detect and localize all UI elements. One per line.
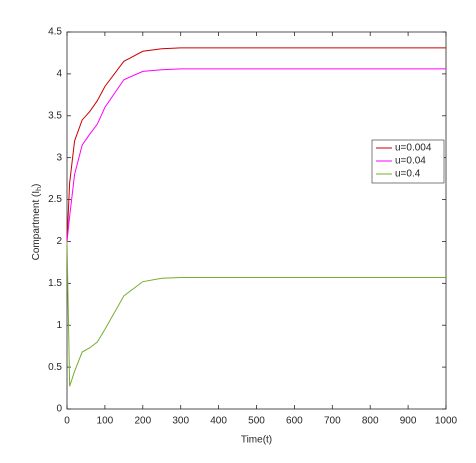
data-line (66, 241, 446, 387)
legend-label: u=0.004 (395, 143, 432, 154)
x-tick-label: 900 (400, 416, 417, 427)
legend-label: u=0.04 (395, 156, 426, 167)
y-tick-label: 2.5 (48, 194, 62, 205)
x-tick-label: 1000 (435, 416, 458, 427)
y-tick-label: 0.5 (48, 362, 62, 373)
y-tick-label: 4.5 (48, 27, 62, 38)
axes-box (66, 31, 447, 410)
x-tick-label: 400 (210, 416, 227, 427)
y-tick-label: 3 (56, 152, 62, 163)
x-axis-label: Time(t) (241, 435, 272, 446)
x-tick-label: 300 (172, 416, 189, 427)
y-axis-label-main: Compartment (I (31, 191, 42, 260)
x-tick-label: 0 (64, 416, 70, 427)
y-axis-label-sub: h (36, 187, 43, 191)
x-tick-label: 500 (248, 416, 265, 427)
y-tick-label: 0 (56, 404, 62, 415)
y-tick-label: 1 (56, 320, 62, 331)
data-line (66, 47, 446, 242)
y-tick-label: 2 (56, 236, 62, 247)
y-tick-label: 4 (56, 69, 62, 80)
legend-label: u=0.4 (395, 169, 421, 180)
x-tick-label: 600 (286, 416, 303, 427)
y-axis-label: Compartment (Ih) (31, 184, 43, 261)
data-line (66, 68, 446, 242)
y-tick-label: 3.5 (48, 110, 62, 121)
y-tick-label: 1.5 (48, 278, 62, 289)
y-axis-label-end: ) (31, 184, 42, 187)
x-tick-label: 100 (97, 416, 114, 427)
x-tick-label: 200 (134, 416, 151, 427)
x-tick-label: 700 (324, 416, 341, 427)
x-tick-label: 800 (362, 416, 379, 427)
